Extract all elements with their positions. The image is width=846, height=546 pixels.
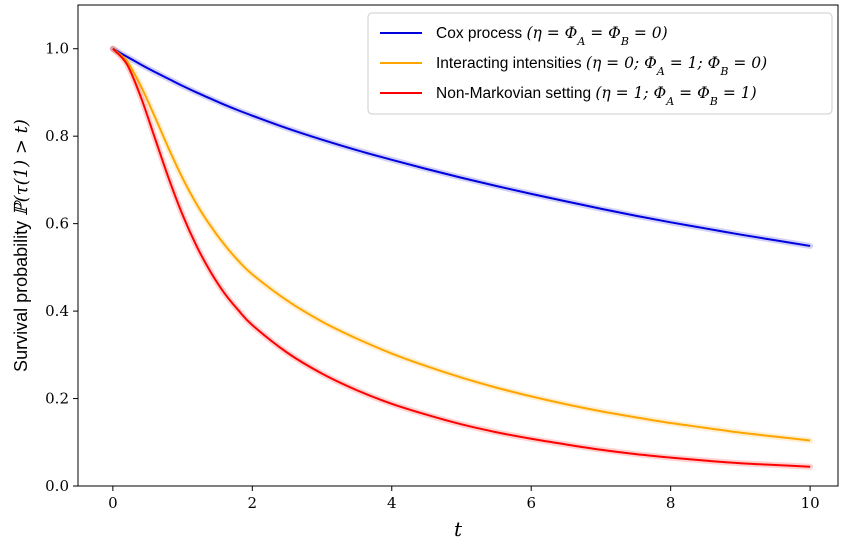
y-axis-label: Survival probability ℙ(τ(1) > t) [11, 119, 32, 372]
y-tick-label: 0.4 [45, 302, 69, 320]
legend-entry-1: Interacting intensities (η = 0; ΦA​ = 1;… [436, 54, 767, 78]
x-tick-label: 0 [108, 494, 118, 512]
legend-box [367, 12, 833, 115]
x-tick-label: 6 [526, 494, 536, 512]
x-tick-label: 4 [387, 494, 397, 512]
x-tick-label: 2 [248, 494, 258, 512]
x-tick-label: 8 [666, 494, 676, 512]
x-axis-label: t [454, 517, 463, 541]
legend: Cox process (η = ΦA​ = ΦB​ = 0) Interacti… [367, 12, 833, 115]
y-axis-label-math: ℙ(τ(1) > t) [11, 119, 32, 216]
legend-entry-2: Non-Markovian setting (η = 1; ΦA​ = ΦB​ … [436, 84, 757, 108]
legend-entry-0: Cox process (η = ΦA​ = ΦB​ = 0) [436, 24, 668, 48]
plot-frame [77, 4, 839, 487]
x-tick-label: 10 [801, 494, 820, 512]
series-line-1 [112, 47, 811, 442]
y-tick-label: 0.0 [45, 477, 69, 495]
y-axis-ticks: 0.0 0.2 0.4 0.6 0.8 1.0 [45, 40, 78, 495]
y-tick-label: 0.2 [45, 390, 69, 408]
series-lines [112, 47, 811, 468]
x-axis-ticks: 0 2 4 6 8 10 [108, 486, 820, 512]
y-tick-label: 0.6 [45, 215, 69, 233]
y-tick-label: 1.0 [45, 40, 69, 58]
y-axis-label-text: Survival probability [11, 216, 31, 372]
series-line-0 [112, 47, 811, 247]
y-tick-label: 0.8 [45, 127, 69, 145]
series-line-2 [112, 48, 811, 468]
